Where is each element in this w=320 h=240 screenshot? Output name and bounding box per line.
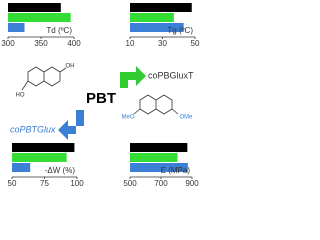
x-tick-label: 50 xyxy=(191,39,200,48)
bar xyxy=(130,13,174,22)
x-axis-label: -ΔW (%) xyxy=(45,166,76,175)
x-tick-label: 30 xyxy=(158,39,167,48)
x-tick-label: 500 xyxy=(123,179,137,188)
bar xyxy=(130,143,188,152)
product-label: coPBGluxT xyxy=(148,70,194,80)
x-tick-label: 100 xyxy=(70,179,84,188)
arrow-down xyxy=(58,110,84,140)
x-tick-label: 900 xyxy=(185,179,199,188)
x-axis-label: Td (ºC) xyxy=(46,26,72,35)
x-tick-label: 10 xyxy=(126,39,135,48)
x-tick-label: 700 xyxy=(154,179,168,188)
bar xyxy=(8,13,71,22)
diol-structure xyxy=(21,66,67,91)
center-label: PBT xyxy=(86,90,116,107)
bar xyxy=(130,153,178,162)
bar xyxy=(130,3,192,12)
molecule-label: OMe xyxy=(179,115,193,121)
bar xyxy=(8,23,25,32)
bar xyxy=(130,23,184,32)
bar xyxy=(12,143,75,152)
ester-structure xyxy=(133,94,179,115)
product-label: coPBTGlux xyxy=(10,124,56,134)
bar xyxy=(12,153,67,162)
bar xyxy=(8,3,61,12)
arrow-up xyxy=(120,66,146,88)
molecule-label: MeO xyxy=(121,115,134,121)
x-tick-label: 400 xyxy=(67,39,81,48)
x-axis-label: Tg (ºC) xyxy=(167,26,193,35)
molecule-label: HO xyxy=(16,93,25,99)
bar xyxy=(130,163,188,172)
molecule-label: OH xyxy=(66,64,75,70)
x-tick-label: 300 xyxy=(1,39,15,48)
x-tick-label: 50 xyxy=(8,179,17,188)
x-tick-label: 75 xyxy=(40,179,49,188)
bar xyxy=(12,163,31,172)
x-axis-label: E (MPa) xyxy=(161,166,191,175)
graphical-abstract: HO OH MeO OMe PBT coPBGluxT coPBTGlux 30… xyxy=(1,3,200,188)
x-tick-label: 350 xyxy=(34,39,48,48)
